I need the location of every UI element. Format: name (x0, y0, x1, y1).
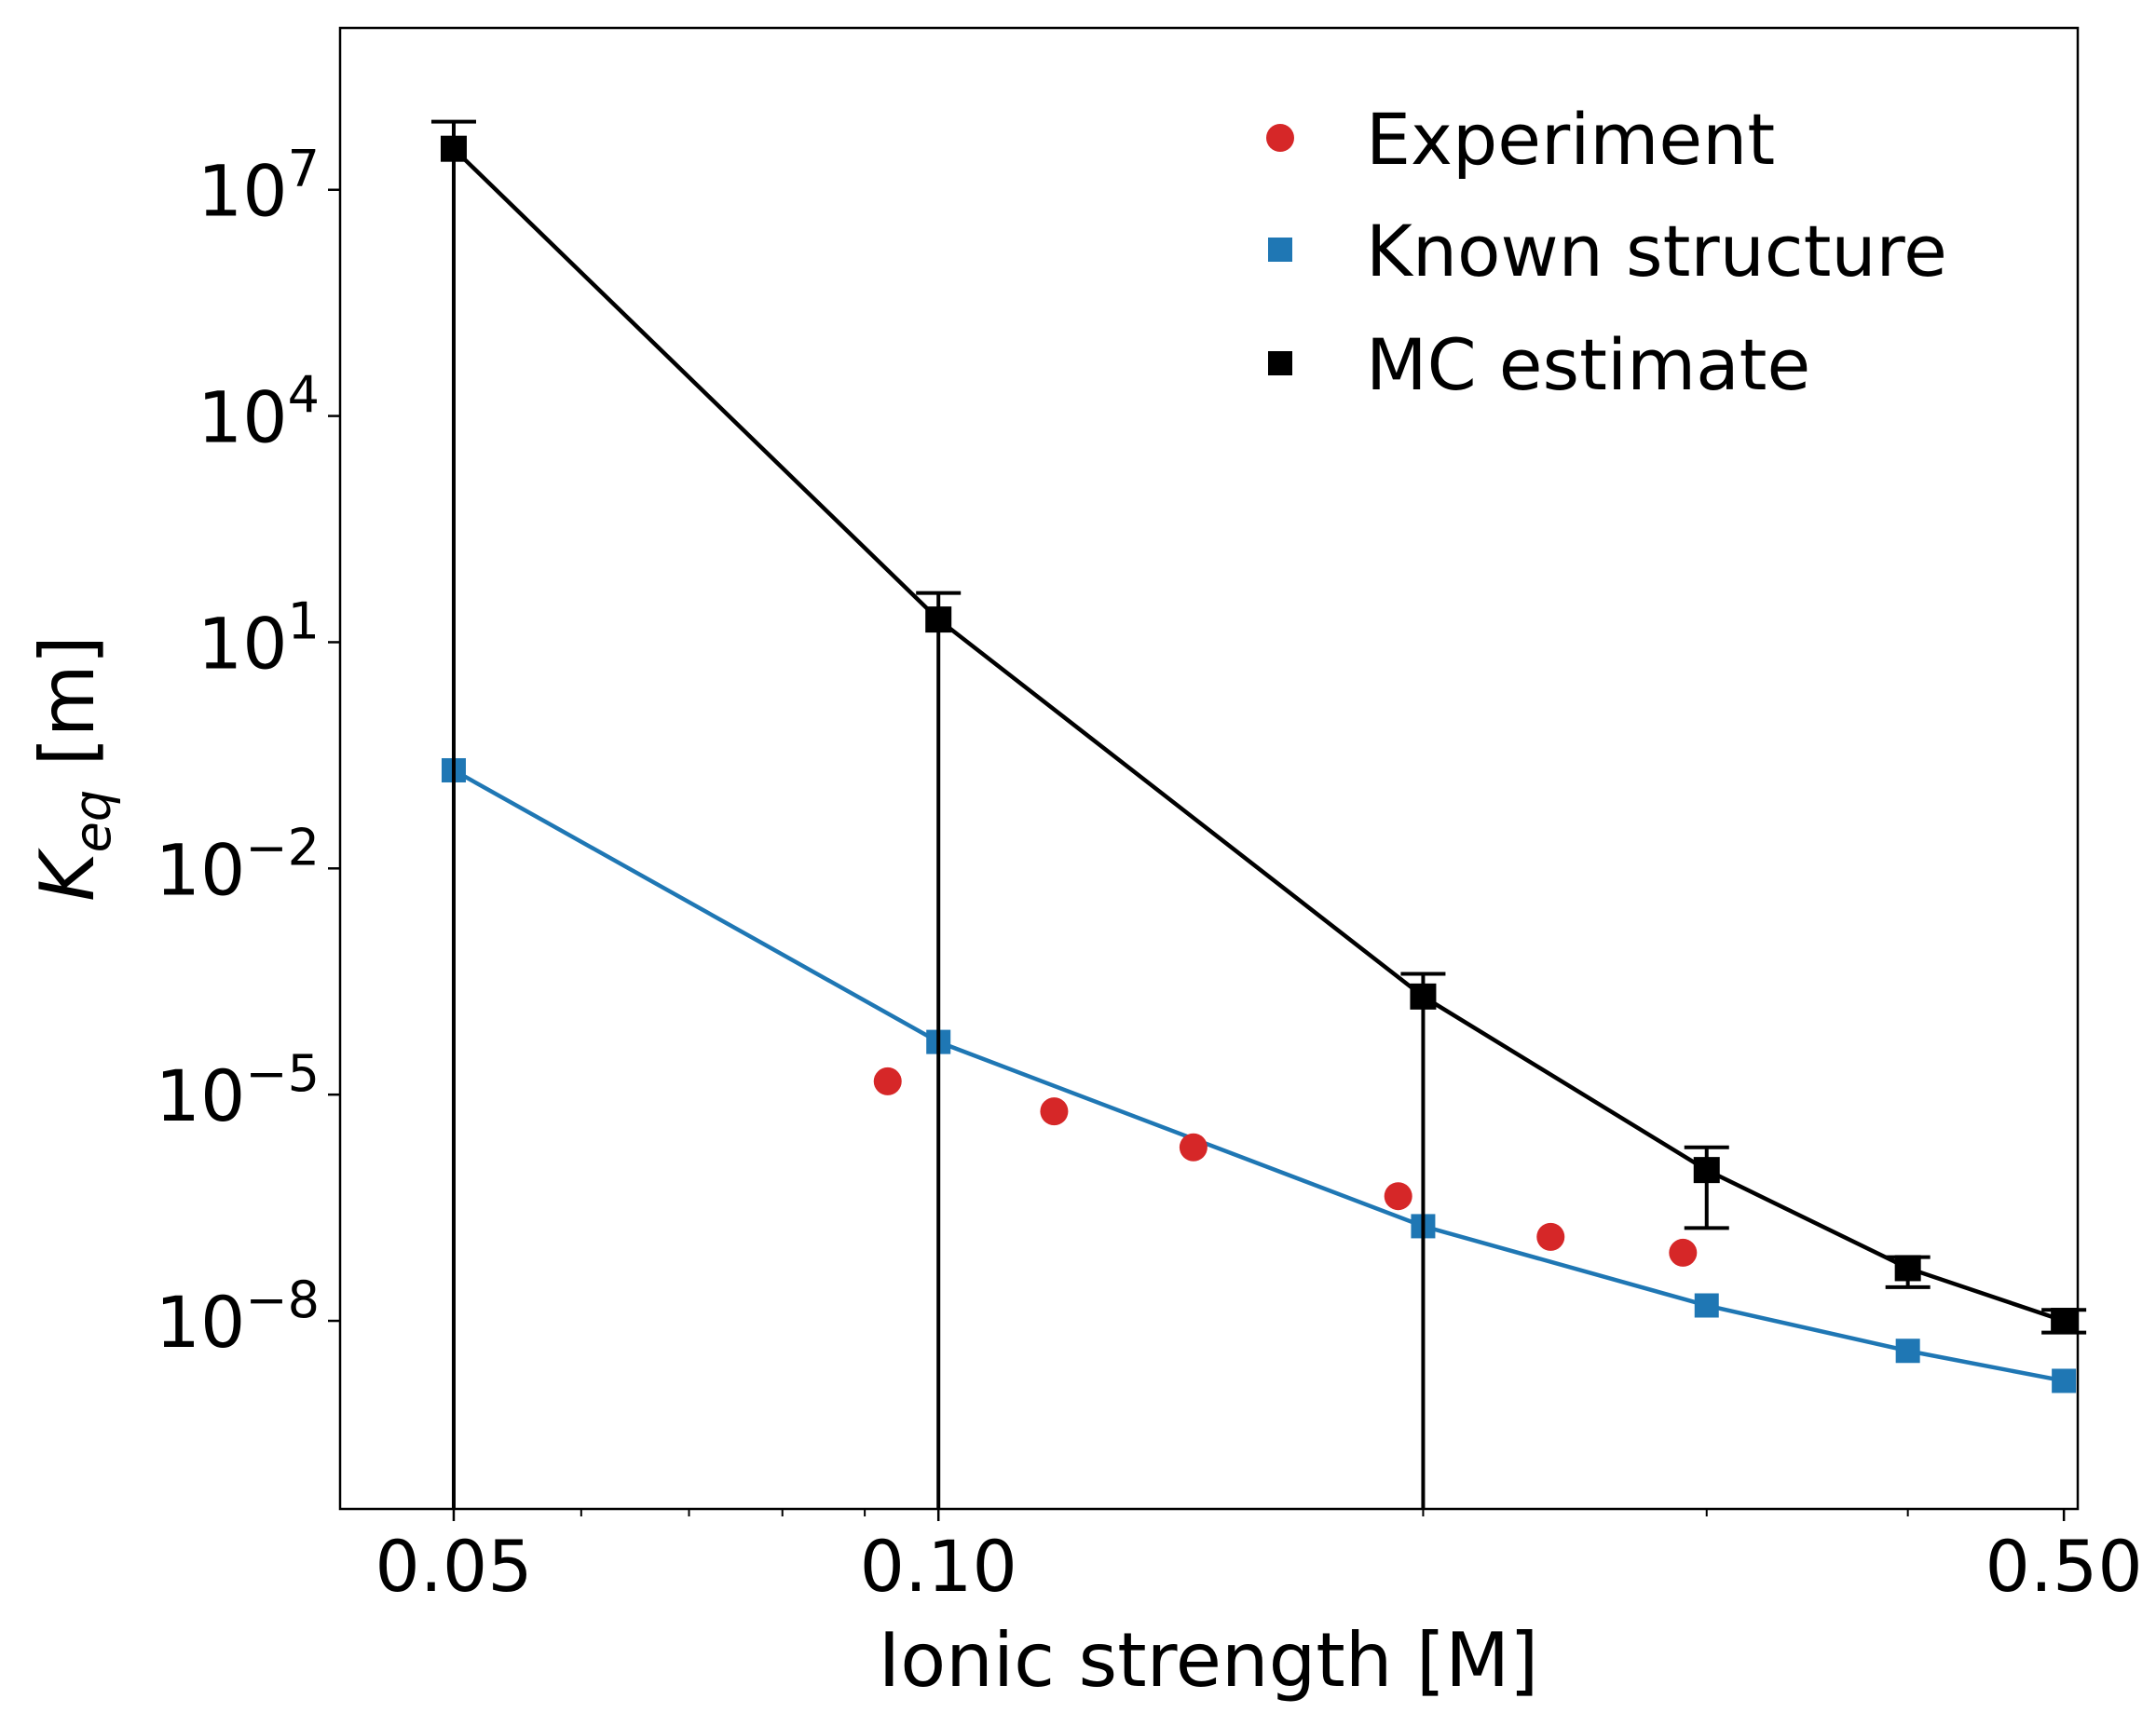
data-point (1384, 1182, 1412, 1211)
y-tick-base: 10 (198, 150, 288, 233)
y-tick-label-3: 10−2 (156, 818, 320, 911)
legend: Experiment Known structure MC estimate (1266, 98, 1947, 406)
legend-marker-2 (1268, 351, 1292, 375)
y-tick-label-0: 107 (198, 140, 320, 233)
x-axis: 0.05 0.10 0.50 (375, 1509, 2143, 1608)
data-point (1895, 1339, 1920, 1364)
data-point (2052, 1368, 2077, 1393)
y-tick-exponent: −8 (245, 1271, 320, 1329)
y-tick-exponent: 4 (288, 366, 320, 425)
data-point (1669, 1238, 1698, 1267)
y-tick-exponent: −5 (245, 1044, 320, 1103)
data-point (873, 1067, 902, 1095)
data-point (1694, 1293, 1719, 1318)
x-tick-label-2: 0.50 (1985, 1525, 2143, 1608)
y-tick-base: 10 (198, 376, 288, 459)
y-tick-base: 10 (156, 828, 246, 911)
y-tick-base: 10 (198, 602, 288, 685)
data-point (1179, 1133, 1208, 1162)
y-tick-label-1: 104 (198, 366, 320, 459)
series-experiment (873, 1067, 1698, 1267)
data-point (1410, 983, 1437, 1010)
data-point (1536, 1222, 1565, 1251)
y-tick-base: 10 (156, 1054, 246, 1137)
series-line (452, 768, 2065, 1383)
data-point (440, 135, 467, 162)
y-tick-label-5: 10−8 (156, 1271, 320, 1364)
legend-marker-1 (1268, 238, 1292, 262)
data-point (1894, 1255, 1921, 1282)
plot-area (340, 28, 2078, 1509)
series-line (452, 147, 2065, 1324)
data-point (925, 606, 952, 633)
y-axis-label-subscript: eq (63, 790, 122, 853)
data-point (1693, 1157, 1720, 1184)
legend-label-1: Known structure (1366, 210, 1947, 292)
y-axis-label-unit: [m] (24, 635, 111, 790)
x-tick-label-0: 0.05 (375, 1525, 532, 1608)
y-tick-exponent: 7 (288, 140, 320, 198)
x-axis-label: Ionic strength [M] (879, 1617, 1539, 1704)
plot-frame (338, 26, 2080, 1511)
legend-label-0: Experiment (1366, 98, 1775, 181)
y-tick-base: 10 (156, 1281, 246, 1364)
legend-marker-0 (1266, 124, 1294, 152)
legend-label-2: MC estimate (1366, 323, 1810, 406)
x-tick-label-1: 0.10 (860, 1525, 1017, 1608)
data-point (2051, 1308, 2078, 1335)
y-tick-exponent: −2 (245, 818, 320, 877)
y-tick-label-2: 101 (198, 591, 320, 685)
y-tick-exponent: 1 (288, 591, 320, 650)
y-tick-label-4: 10−5 (156, 1044, 320, 1137)
data-point (1040, 1097, 1069, 1126)
y-axis-label-symbol: K (24, 848, 111, 902)
y-axis-label: Keq [m] (24, 635, 122, 902)
